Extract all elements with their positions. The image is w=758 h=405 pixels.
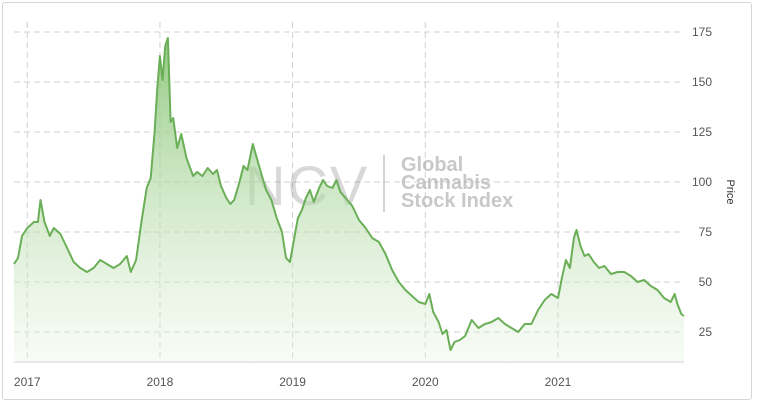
y-tick-label: 50 [699,275,713,289]
y-tick-label: 175 [692,25,712,39]
watermark-line-3: Stock Index [401,190,513,212]
y-tick-label: 75 [699,225,713,239]
watermark-line-2: Cannabis [401,172,491,194]
watermark-line-1: Global [401,154,463,176]
price-line [13,37,685,351]
y-tick-label: 150 [692,75,712,89]
x-tick-label: 2019 [279,375,306,389]
price-area-fill [14,38,684,362]
ncv-watermark-logo: NCV Global Cannabis Stock Index [245,154,513,217]
y-tick-label: 100 [692,175,712,189]
x-tick-label: 2017 [14,375,41,389]
x-axis-ticks: 2017 2018 2019 2020 2021 [14,375,572,389]
y-axis-label: Price [724,179,736,204]
x-tick-label: 2020 [412,375,439,389]
y-tick-label: 25 [699,325,713,339]
y-axis-ticks: 25 50 75 100 125 150 175 [692,25,712,339]
x-tick-label: 2018 [147,375,174,389]
y-tick-label: 125 [692,125,712,139]
x-tick-label: 2021 [545,375,572,389]
